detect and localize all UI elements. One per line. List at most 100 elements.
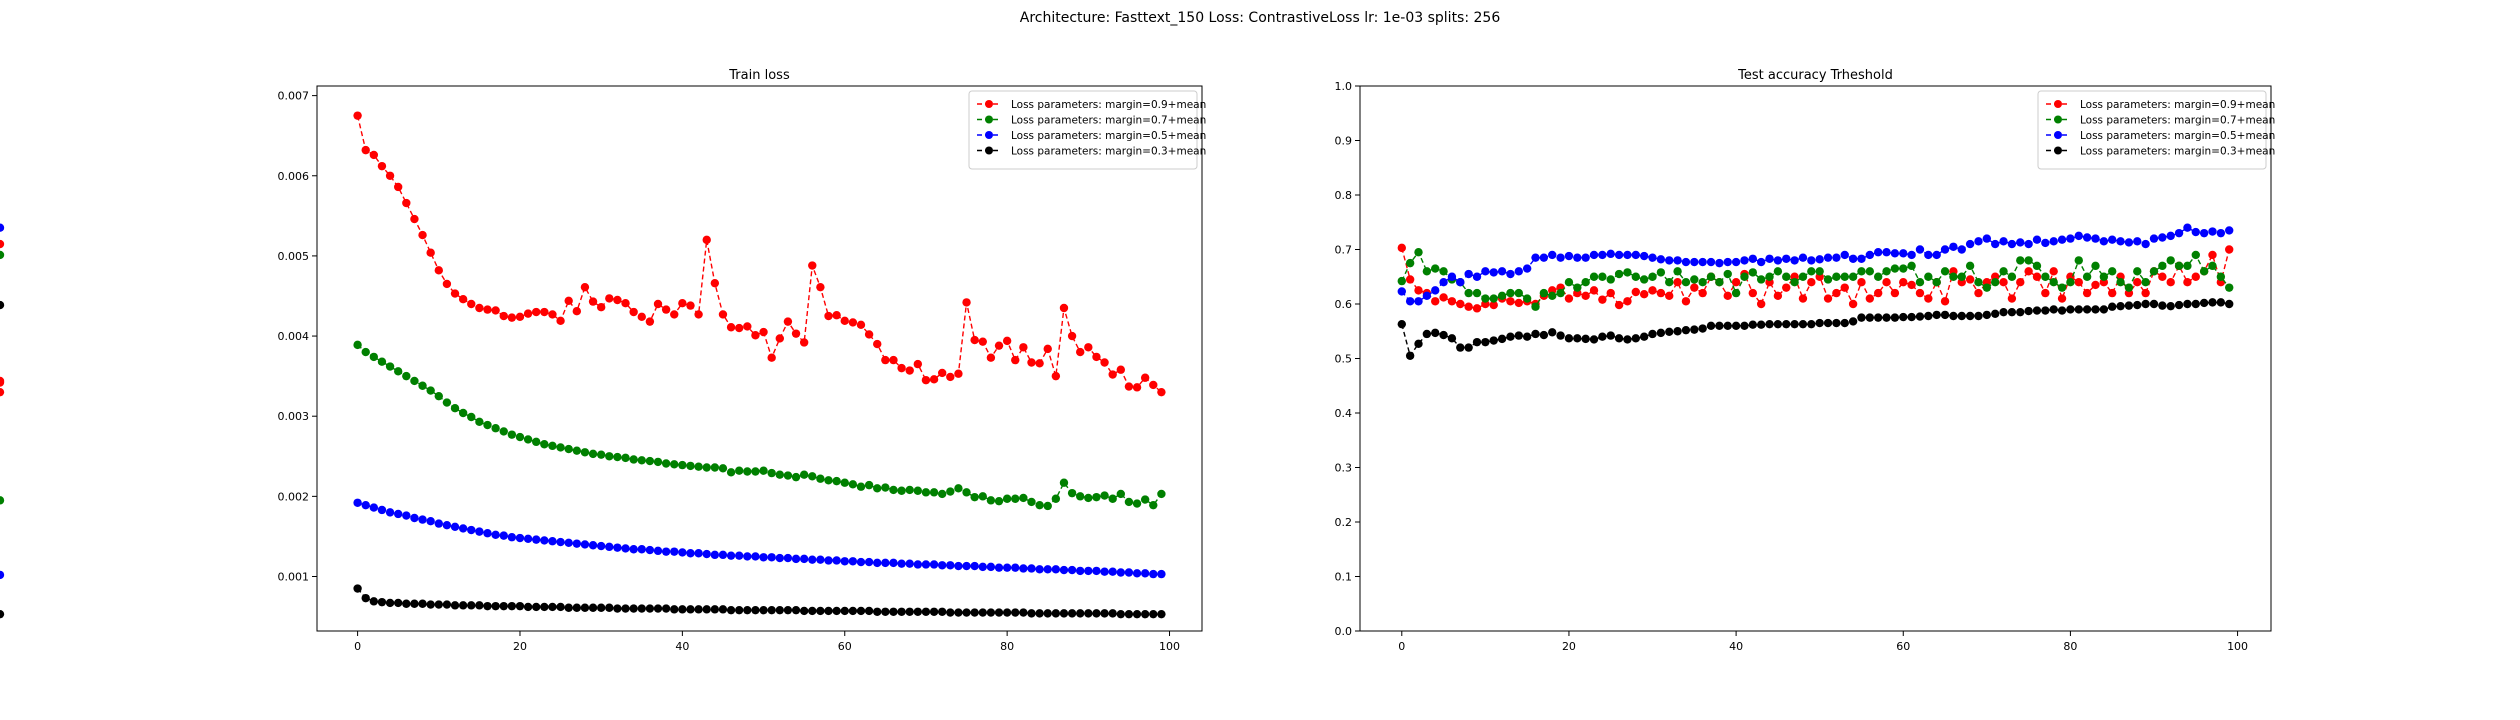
data-point — [694, 549, 703, 558]
data-point — [1865, 294, 1875, 303]
data-point — [856, 606, 866, 616]
data-point — [954, 484, 963, 493]
data-point — [929, 488, 939, 497]
data-point — [0, 378, 5, 387]
data-point — [1731, 321, 1741, 330]
data-point — [913, 607, 923, 616]
data-point — [767, 353, 776, 362]
data-point — [1807, 319, 1816, 329]
x-tick-label: 80 — [1000, 640, 1014, 653]
data-point — [1873, 248, 1883, 257]
data-point — [1589, 335, 1599, 344]
data-point — [832, 476, 841, 486]
data-point — [385, 508, 395, 517]
data-point — [2183, 299, 2192, 309]
data-point — [1084, 566, 1093, 576]
data-point — [2016, 278, 2025, 287]
data-point — [954, 608, 963, 617]
data-point — [1606, 288, 1615, 298]
data-point — [1623, 335, 1632, 344]
data-point — [1999, 307, 2008, 317]
data-point — [1823, 275, 1833, 284]
data-point — [564, 603, 573, 612]
data-point — [1556, 331, 1565, 340]
data-point — [702, 549, 711, 559]
data-point — [1027, 358, 1036, 367]
data-point — [1506, 269, 1515, 279]
data-point — [1464, 288, 1473, 298]
data-point — [532, 307, 541, 317]
data-point — [1573, 334, 1582, 343]
data-point — [1548, 250, 1557, 260]
data-point — [2216, 298, 2226, 307]
data-point — [2158, 261, 2167, 271]
y-tick-label: 0.4 — [1335, 407, 1353, 420]
data-point — [1648, 272, 1657, 281]
data-point — [718, 310, 728, 319]
data-point — [1756, 320, 1766, 329]
data-point — [2108, 302, 2117, 311]
data-point — [1899, 278, 1908, 287]
data-point — [889, 485, 898, 495]
data-point — [1027, 497, 1036, 507]
data-point — [1067, 565, 1077, 575]
data-point — [393, 367, 403, 376]
legend-marker — [2054, 100, 2062, 108]
data-point — [2016, 238, 2025, 247]
data-point — [1798, 253, 1808, 262]
data-point — [1414, 248, 1423, 257]
legend-marker — [985, 131, 993, 139]
data-point — [2141, 299, 2150, 309]
data-point — [596, 303, 606, 312]
data-point — [799, 470, 809, 479]
data-point — [1773, 291, 1783, 301]
data-point — [1456, 299, 1465, 309]
data-point — [873, 484, 882, 493]
data-point — [499, 601, 508, 611]
data-point — [1832, 272, 1841, 281]
data-point — [548, 441, 557, 451]
data-point — [1598, 250, 1607, 260]
data-point — [1857, 254, 1866, 263]
data-point — [767, 553, 776, 562]
data-point — [1539, 253, 1549, 262]
data-point — [881, 355, 890, 365]
data-point — [1698, 278, 1707, 287]
data-point — [1149, 500, 1158, 510]
data-point — [499, 531, 508, 540]
data-point — [897, 559, 906, 568]
y-tick-label: 0.1 — [1335, 571, 1353, 584]
data-point — [1043, 565, 1052, 574]
data-point — [1506, 332, 1515, 341]
data-point — [946, 487, 955, 496]
data-point — [2007, 239, 2017, 249]
data-point — [572, 603, 582, 612]
legend-frame — [968, 90, 1198, 170]
data-point — [653, 604, 663, 613]
data-point — [946, 561, 955, 570]
data-point — [759, 553, 768, 562]
data-point — [1405, 297, 1415, 306]
data-point — [645, 604, 655, 613]
data-point — [1414, 286, 1423, 295]
data-point — [491, 530, 500, 540]
data-point — [1949, 242, 1958, 251]
data-point — [1439, 330, 1448, 340]
data-point — [743, 322, 752, 331]
data-point — [767, 605, 776, 615]
data-point — [1665, 256, 1674, 265]
data-point — [759, 327, 768, 337]
data-point — [507, 601, 517, 611]
data-point — [1965, 275, 1975, 284]
data-point — [2208, 298, 2217, 307]
data-point — [1782, 272, 1791, 281]
data-point — [1539, 330, 1549, 340]
series-line — [356, 115, 1162, 393]
data-point — [467, 601, 476, 610]
data-point — [369, 503, 379, 512]
data-point — [1497, 291, 1507, 301]
data-point — [1531, 329, 1540, 339]
data-point — [353, 340, 362, 350]
data-point — [1431, 264, 1440, 273]
data-point — [1059, 609, 1069, 618]
